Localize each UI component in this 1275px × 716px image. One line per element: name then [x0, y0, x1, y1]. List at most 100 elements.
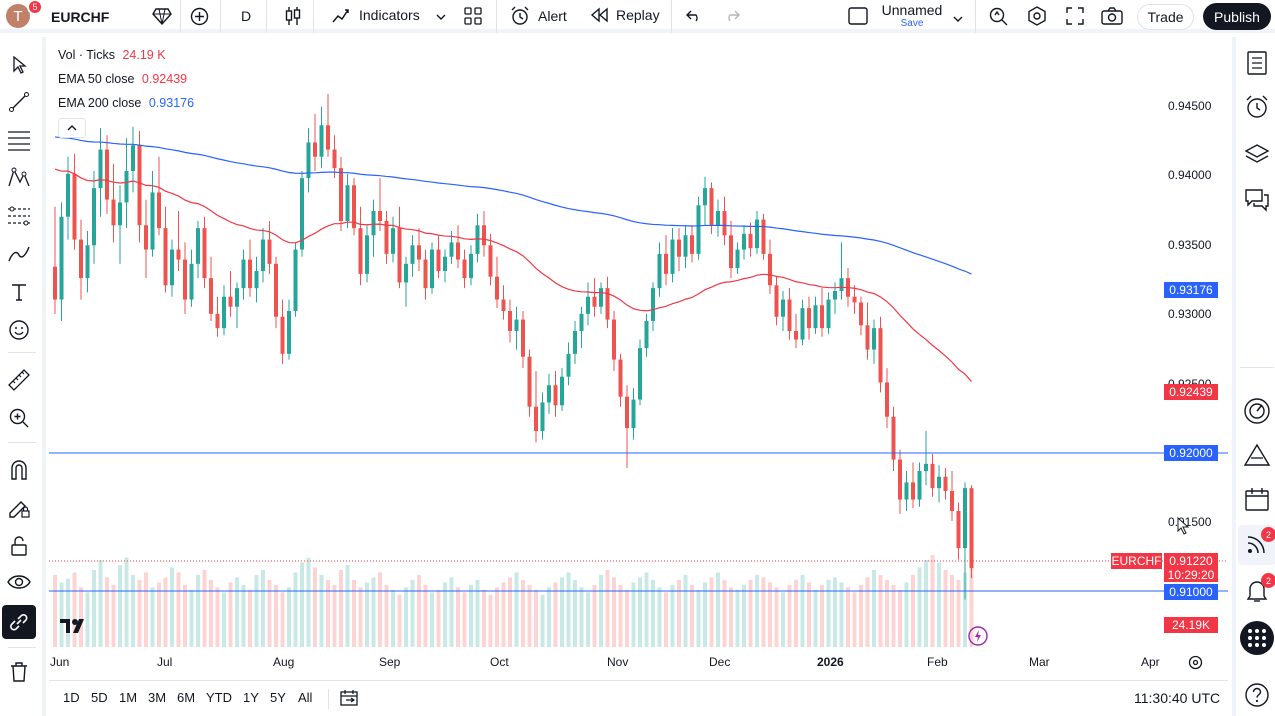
cursor-icon[interactable] — [6, 52, 32, 78]
goto-date-icon[interactable] — [339, 688, 359, 711]
bottom-toolbar: 1D 5D 1M 3M 6M YTD 1Y 5Y All 11:30:40 UT… — [49, 680, 1228, 716]
ema50-legend[interactable]: EMA 50 close 0.92439 — [58, 72, 187, 86]
settings-icon[interactable] — [1027, 6, 1047, 29]
volume-bar — [813, 589, 818, 647]
candle-body — [820, 305, 824, 329]
lock-drawing-icon[interactable] — [6, 495, 32, 521]
user-avatar[interactable]: T — [6, 4, 30, 28]
axis-settings-icon[interactable] — [1188, 655, 1203, 675]
trade-button[interactable]: Trade — [1137, 4, 1194, 30]
volume-bar — [248, 589, 252, 647]
range-5d[interactable]: 5D — [91, 690, 108, 705]
pattern-icon[interactable] — [6, 165, 32, 191]
volume-bar — [800, 574, 805, 647]
time-label: Sep — [379, 655, 401, 669]
candle-body — [969, 488, 974, 569]
volume-legend-value: 24.19 K — [122, 48, 166, 62]
fib-icon[interactable] — [6, 127, 32, 153]
tradingview-logo[interactable] — [59, 616, 93, 641]
trash-icon[interactable] — [6, 659, 32, 685]
candle-body — [267, 239, 272, 264]
gem-icon[interactable] — [152, 7, 172, 28]
brush-icon[interactable] — [6, 241, 32, 267]
forecast-icon[interactable] — [6, 203, 32, 229]
layout-name: Unnamed — [881, 2, 943, 18]
redo-icon[interactable] — [723, 8, 741, 27]
candle-body — [280, 316, 285, 354]
emoji-icon[interactable] — [6, 317, 32, 343]
zoom-icon[interactable] — [6, 405, 32, 431]
volume-legend[interactable]: Vol · Ticks 24.19 K — [58, 48, 166, 62]
volume-bar — [501, 582, 506, 647]
utc-clock[interactable]: 11:30:40 UTC — [1134, 690, 1221, 706]
volume-bar — [293, 572, 298, 647]
volume-bar — [209, 579, 213, 647]
fullscreen-icon[interactable] — [1066, 7, 1084, 28]
text-icon[interactable] — [6, 279, 32, 305]
triangle-icon[interactable] — [1242, 440, 1272, 470]
help-icon[interactable] — [1242, 680, 1272, 710]
candle-body — [527, 356, 532, 407]
indicators-button[interactable]: Indicators — [331, 5, 420, 25]
watchlist-icon[interactable] — [1242, 48, 1272, 78]
chevron-down-icon[interactable] — [436, 9, 446, 25]
chat-icon[interactable] — [1242, 185, 1272, 215]
layout-chevron-icon[interactable] — [953, 11, 963, 27]
candle-body — [475, 225, 480, 254]
volume-bar — [417, 574, 421, 647]
undo-icon[interactable] — [685, 8, 703, 27]
replay-button[interactable]: Replay — [590, 5, 660, 25]
ruler-icon[interactable] — [6, 367, 32, 393]
candles-icon[interactable] — [284, 6, 302, 29]
ema200-legend[interactable]: EMA 200 close 0.93176 — [58, 96, 194, 110]
volume-bar — [755, 574, 759, 647]
volume-bar — [410, 579, 415, 647]
candle-body — [625, 396, 629, 429]
lightning-icon[interactable] — [967, 625, 989, 652]
layout-checkbox-icon[interactable] — [848, 7, 868, 28]
publish-button[interactable]: Publish — [1203, 3, 1271, 30]
symbol-search[interactable]: EURCHF — [51, 0, 109, 33]
range-3m[interactable]: 3M — [148, 690, 167, 705]
last-price-value: 0.91220 — [1169, 554, 1213, 568]
collapse-legend-button[interactable] — [58, 118, 86, 138]
candle-body — [911, 482, 915, 500]
candle-body — [885, 382, 889, 417]
layers-icon[interactable] — [1242, 139, 1272, 169]
candle-body — [800, 308, 805, 340]
alert-button[interactable]: Alert — [509, 5, 567, 27]
volume-bar — [729, 587, 733, 647]
lock-icon[interactable] — [6, 533, 32, 559]
trendline-icon[interactable] — [6, 89, 32, 115]
volume-bar — [85, 592, 90, 647]
layouts-icon[interactable] — [463, 7, 483, 28]
magnet-icon[interactable] — [6, 457, 32, 483]
alarm-icon[interactable] — [1242, 92, 1272, 122]
interval-button[interactable]: D — [241, 8, 252, 24]
range-6m[interactable]: 6M — [177, 690, 196, 705]
range-1m[interactable]: 1M — [119, 690, 138, 705]
candle-body — [274, 263, 278, 317]
eye-icon[interactable] — [6, 569, 32, 595]
apps-button[interactable] — [1240, 621, 1274, 655]
bell-icon[interactable] — [1242, 576, 1272, 606]
candle-body — [690, 235, 694, 254]
add-symbol-icon[interactable] — [190, 7, 209, 29]
range-1y[interactable]: 1Y — [243, 690, 259, 705]
volume-bar — [618, 584, 623, 647]
symbol-name[interactable]: EURCHF — [51, 8, 110, 25]
range-1d[interactable]: 1D — [63, 690, 80, 705]
range-5y[interactable]: 5Y — [270, 690, 286, 705]
range-ytd[interactable]: YTD — [206, 690, 232, 705]
volume-bar — [170, 567, 174, 647]
camera-icon[interactable] — [1101, 7, 1123, 28]
layout-name-button[interactable]: Unnamed Save — [876, 2, 948, 30]
ema50-line — [54, 168, 972, 383]
price-chart[interactable] — [49, 41, 1228, 676]
broadcast-icon[interactable] — [1242, 529, 1272, 559]
dashboard-icon[interactable] — [1242, 396, 1272, 426]
range-all[interactable]: All — [298, 690, 313, 705]
quick-search-icon[interactable] — [988, 6, 1009, 30]
link-button[interactable] — [2, 605, 36, 639]
calendar-icon[interactable] — [1242, 484, 1272, 514]
